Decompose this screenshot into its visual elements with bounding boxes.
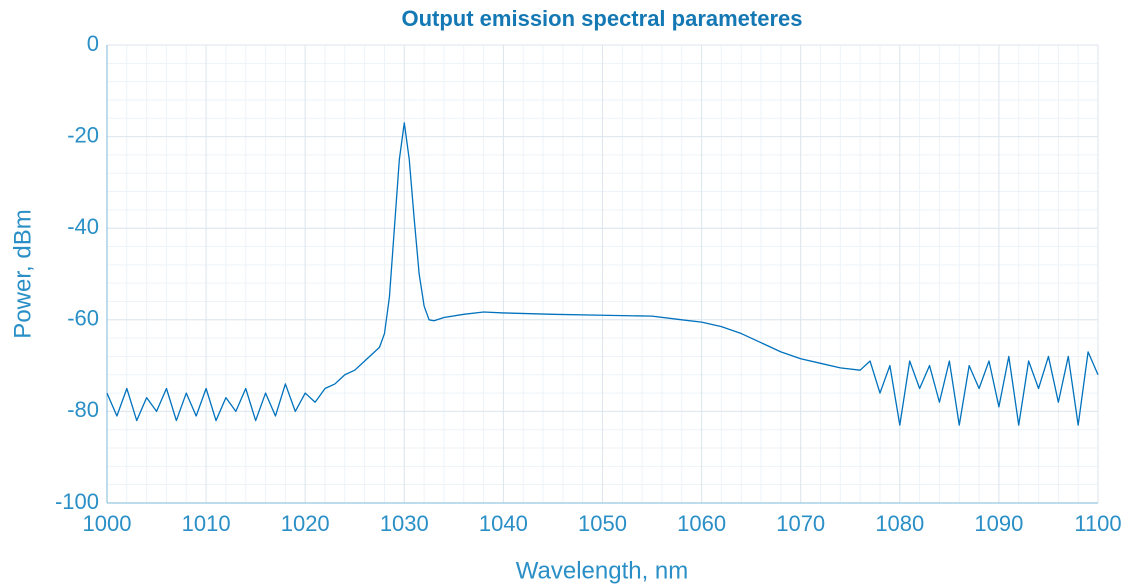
y-tick-label: -20 — [67, 122, 99, 147]
x-tick-label: 1090 — [974, 511, 1023, 536]
x-tick-label: 1070 — [776, 511, 825, 536]
x-tick-label: 1010 — [182, 511, 231, 536]
y-tick-label: -80 — [67, 397, 99, 422]
y-tick-label: -40 — [67, 214, 99, 239]
chart-title: Output emission spectral parameteres — [401, 6, 802, 31]
y-tick-label: 0 — [87, 31, 99, 56]
x-tick-label: 1030 — [380, 511, 429, 536]
x-tick-label: 1020 — [281, 511, 330, 536]
x-tick-label: 1060 — [677, 511, 726, 536]
data-line — [106, 122, 1099, 426]
x-tick-label: 1100 — [1074, 511, 1121, 536]
y-tick-label: -100 — [55, 489, 99, 514]
x-axis-label: Wavelength, nm — [516, 557, 689, 584]
x-tick-label: 1000 — [83, 511, 132, 536]
x-tick-label: 1040 — [479, 511, 528, 536]
x-tick-label: 1080 — [875, 511, 924, 536]
y-tick-label: -60 — [67, 306, 99, 331]
x-tick-label: 1050 — [578, 511, 627, 536]
y-axis-label: Power, dBm — [9, 209, 36, 338]
